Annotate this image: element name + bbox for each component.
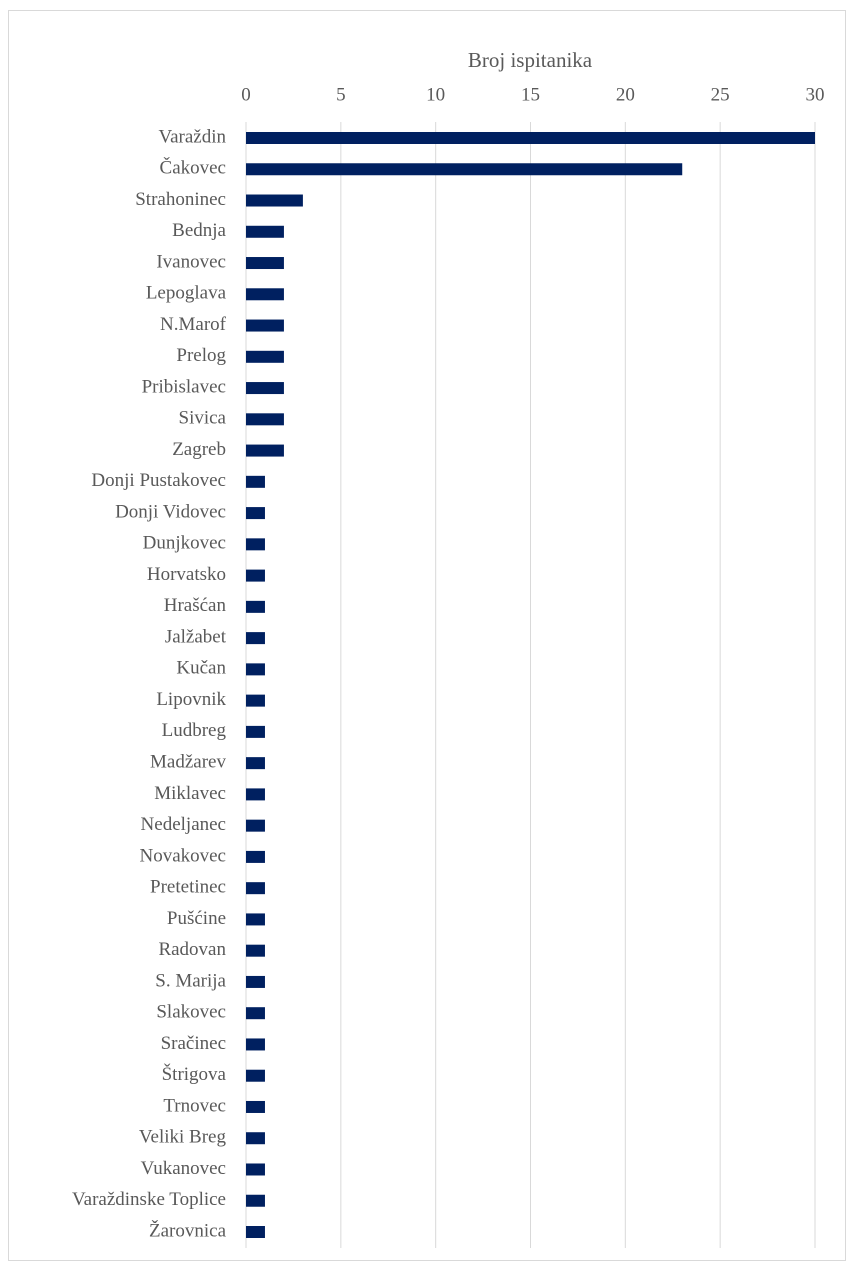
y-tick-label: Žarovnica (149, 1219, 227, 1241)
y-tick-label: Dunjkovec (143, 533, 226, 554)
y-tick-label: Sračinec (161, 1033, 226, 1054)
y-tick-label: Pušćine (167, 908, 226, 929)
bar (246, 569, 265, 582)
bar (246, 1100, 265, 1113)
bar (246, 507, 265, 520)
y-tick-label: Prelog (176, 345, 226, 366)
bar (246, 475, 265, 488)
y-tick-label: Donji Pustakovec (91, 470, 226, 491)
y-tick-label: Pretetinec (150, 877, 226, 898)
y-tick-label: S. Marija (155, 970, 226, 991)
bar (246, 413, 284, 426)
bar (246, 1038, 265, 1051)
bar (246, 1226, 265, 1238)
y-tick-label: Lipovnik (156, 689, 226, 710)
y-tick-label: Radovan (158, 939, 226, 960)
bar (246, 538, 265, 551)
y-tick-label: Sivica (179, 408, 227, 429)
y-tick-label: Ludbreg (162, 720, 227, 741)
bar (246, 288, 284, 301)
bar (246, 850, 265, 863)
y-tick-label: Štrigova (162, 1063, 227, 1085)
y-tick-label: Varaždin (158, 126, 226, 147)
y-tick-label: Lepoglava (146, 283, 227, 304)
y-tick-label: Čakovec (160, 157, 226, 179)
y-tick-label: Trnovec (163, 1095, 226, 1116)
x-tick-label: 30 (806, 84, 825, 105)
x-tick-label: 15 (521, 84, 540, 105)
bar (246, 757, 265, 770)
y-tick-label: Vukanovec (141, 1158, 226, 1179)
bar (246, 225, 284, 238)
axis-title: Broj ispitanika (468, 48, 593, 72)
bar (246, 882, 265, 895)
bar (246, 1069, 265, 1082)
bar (246, 663, 265, 676)
y-tick-label: Kučan (176, 658, 226, 679)
y-tick-label: Veliki Breg (139, 1127, 227, 1148)
bar (246, 944, 265, 957)
y-tick-label: Miklavec (154, 783, 226, 804)
bar (246, 444, 284, 457)
bar (246, 350, 284, 363)
bar (246, 632, 265, 645)
x-tick-label: 0 (241, 84, 251, 105)
bar (246, 132, 815, 144)
y-tick-label: Ivanovec (156, 251, 226, 272)
bar (246, 725, 265, 738)
bar (246, 1163, 265, 1176)
y-tick-label: Hrašćan (164, 595, 227, 616)
y-tick-label: Madžarev (150, 752, 226, 773)
bar (246, 319, 284, 332)
bar (246, 694, 265, 707)
bar (246, 788, 265, 801)
bar (246, 975, 265, 988)
x-tick-label: 25 (711, 84, 730, 105)
y-tick-label: Nedeljanec (141, 814, 226, 835)
y-tick-label: Novakovec (139, 845, 226, 866)
y-tick-label: Varaždinske Toplice (72, 1189, 226, 1210)
bar (246, 382, 284, 395)
x-tick-label: 10 (426, 84, 445, 105)
bar (246, 163, 683, 176)
bar (246, 1007, 265, 1020)
x-tick-label: 5 (336, 84, 346, 105)
y-tick-label: Slakovec (156, 1002, 226, 1023)
y-tick-label: Jalžabet (165, 626, 227, 647)
bar (246, 600, 265, 613)
y-tick-label: N.Marof (160, 314, 227, 335)
bar (246, 913, 265, 926)
y-tick-label: Horvatsko (147, 564, 226, 585)
bar (246, 194, 303, 207)
y-tick-label: Pribislavec (142, 376, 226, 397)
y-tick-label: Zagreb (172, 439, 226, 460)
bar (246, 819, 265, 832)
bar (246, 257, 284, 270)
bar (246, 1132, 265, 1145)
x-tick-label: 20 (616, 84, 635, 105)
y-tick-label: Strahoninec (135, 189, 226, 210)
bar (246, 1194, 265, 1207)
y-tick-label: Bednja (172, 220, 226, 241)
y-tick-label: Donji Vidovec (115, 501, 226, 522)
